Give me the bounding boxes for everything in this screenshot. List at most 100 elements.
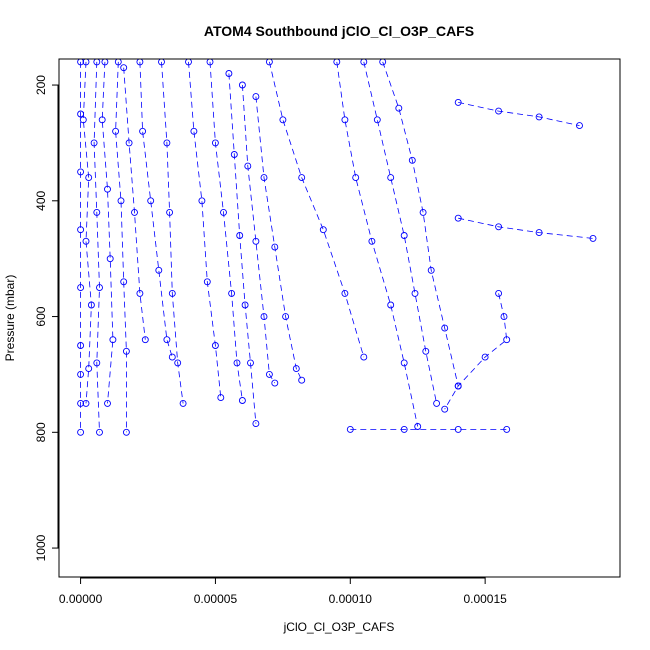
data-point bbox=[244, 162, 252, 170]
data-point bbox=[360, 353, 368, 361]
data-point bbox=[77, 168, 85, 176]
plot-frame bbox=[58, 58, 621, 578]
data-point bbox=[198, 197, 206, 205]
data-point bbox=[481, 353, 489, 361]
data-point bbox=[77, 284, 85, 292]
data-point bbox=[122, 347, 130, 355]
series-10 bbox=[225, 70, 260, 428]
data-point bbox=[122, 428, 130, 436]
data-point bbox=[155, 266, 163, 274]
data-point bbox=[120, 278, 128, 286]
data-point bbox=[77, 428, 85, 436]
data-point bbox=[341, 116, 349, 124]
data-layer bbox=[77, 58, 597, 436]
data-point bbox=[85, 174, 93, 182]
data-point bbox=[125, 139, 133, 147]
data-point bbox=[211, 342, 219, 349]
series-line-10 bbox=[228, 73, 257, 424]
data-point bbox=[387, 174, 395, 182]
y-tick-label: 600 bbox=[34, 306, 48, 326]
data-point bbox=[298, 174, 306, 182]
x-axis-label: jClO_Cl_O3P_CAFS bbox=[283, 620, 395, 634]
data-point bbox=[535, 113, 543, 121]
data-point bbox=[96, 428, 103, 436]
data-point bbox=[373, 116, 381, 124]
data-point bbox=[166, 208, 174, 216]
data-point bbox=[77, 226, 85, 234]
data-point bbox=[120, 64, 128, 72]
data-point bbox=[395, 104, 403, 112]
data-point bbox=[341, 289, 349, 297]
data-point bbox=[90, 139, 98, 147]
data-point bbox=[352, 174, 360, 182]
data-point bbox=[77, 370, 85, 378]
data-point bbox=[495, 107, 503, 115]
data-point bbox=[260, 313, 268, 321]
data-point bbox=[93, 208, 101, 216]
data-point bbox=[454, 98, 462, 106]
y-tick-label: 1000 bbox=[34, 534, 48, 561]
data-point bbox=[104, 185, 111, 193]
series-line-16 bbox=[382, 61, 459, 387]
data-point bbox=[252, 237, 260, 245]
data-point bbox=[217, 394, 225, 402]
chart-title: ATOM4 Southbound jClO_Cl_O3P_CAFS bbox=[204, 23, 474, 39]
data-point bbox=[236, 232, 244, 239]
series-19 bbox=[346, 425, 511, 433]
data-point bbox=[271, 243, 279, 251]
series-17 bbox=[454, 98, 583, 130]
data-point bbox=[233, 359, 241, 367]
data-point bbox=[104, 399, 111, 407]
data-point bbox=[500, 313, 508, 321]
data-point bbox=[174, 359, 182, 367]
data-point bbox=[168, 289, 176, 297]
x-tick-label: 0.00005 bbox=[194, 592, 238, 606]
data-point bbox=[85, 365, 93, 373]
data-point bbox=[225, 70, 233, 77]
data-point bbox=[82, 399, 90, 407]
data-point bbox=[433, 399, 441, 407]
data-point bbox=[179, 399, 187, 407]
data-point bbox=[400, 425, 408, 433]
data-point bbox=[346, 425, 354, 433]
data-point bbox=[279, 116, 287, 124]
data-point bbox=[495, 289, 503, 297]
series-line-2 bbox=[93, 61, 100, 433]
data-point bbox=[252, 420, 260, 428]
series-line-7 bbox=[161, 61, 184, 404]
data-point bbox=[230, 151, 238, 158]
data-point bbox=[408, 156, 416, 164]
data-point bbox=[79, 116, 87, 124]
data-point bbox=[211, 139, 219, 147]
data-point bbox=[131, 208, 138, 216]
data-point bbox=[535, 229, 543, 237]
data-point bbox=[147, 197, 155, 205]
data-point bbox=[82, 237, 90, 245]
data-point bbox=[298, 376, 306, 384]
data-point bbox=[422, 347, 430, 355]
data-point bbox=[96, 284, 103, 292]
data-point bbox=[387, 301, 395, 309]
data-point bbox=[441, 324, 449, 332]
series-11 bbox=[238, 81, 279, 387]
series-line-9 bbox=[209, 61, 243, 401]
data-point bbox=[400, 232, 408, 239]
series-8 bbox=[185, 58, 225, 402]
series-line-13 bbox=[269, 61, 365, 358]
data-point bbox=[271, 379, 279, 387]
data-point bbox=[252, 93, 260, 101]
series-0 bbox=[77, 58, 85, 436]
y-tick-label: 400 bbox=[34, 190, 48, 210]
data-point bbox=[427, 266, 435, 274]
y-axis: 200 400 600 800 1000 bbox=[34, 75, 59, 561]
series-5 bbox=[120, 64, 149, 344]
series-line-11 bbox=[242, 84, 276, 384]
data-point bbox=[368, 237, 376, 245]
data-point bbox=[77, 342, 85, 349]
data-point bbox=[454, 382, 462, 390]
data-point bbox=[495, 223, 503, 231]
data-point bbox=[247, 359, 254, 367]
y-axis-label: Pressure (mbar) bbox=[3, 275, 17, 362]
data-point bbox=[319, 226, 327, 234]
